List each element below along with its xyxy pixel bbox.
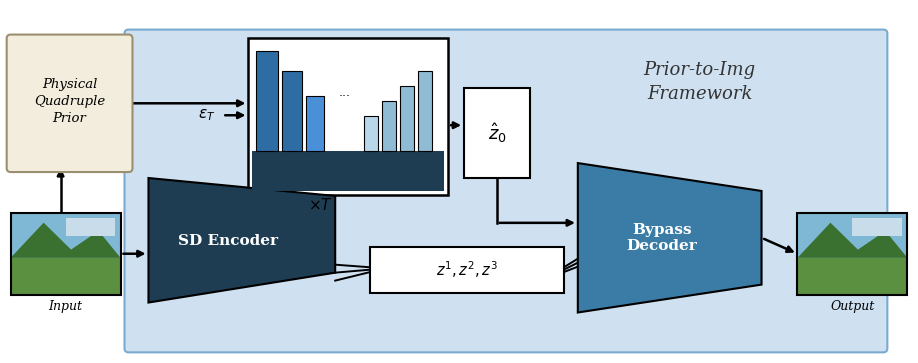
- FancyBboxPatch shape: [307, 96, 324, 151]
- FancyBboxPatch shape: [11, 213, 120, 258]
- FancyBboxPatch shape: [11, 258, 120, 294]
- Text: $\times T$: $\times T$: [308, 197, 332, 213]
- FancyBboxPatch shape: [382, 101, 396, 151]
- Text: Prior-to-Img
Framework: Prior-to-Img Framework: [644, 61, 756, 103]
- Polygon shape: [11, 223, 120, 258]
- FancyBboxPatch shape: [798, 258, 907, 294]
- Polygon shape: [149, 178, 335, 302]
- Text: SD Encoder: SD Encoder: [178, 234, 278, 248]
- Polygon shape: [577, 163, 762, 313]
- Text: Input: Input: [49, 300, 83, 313]
- FancyBboxPatch shape: [282, 72, 302, 151]
- FancyBboxPatch shape: [400, 86, 414, 151]
- FancyBboxPatch shape: [418, 72, 432, 151]
- FancyBboxPatch shape: [252, 151, 444, 191]
- Text: $\hat{z}_0$: $\hat{z}_0$: [487, 121, 507, 145]
- Text: Physical
Quadruple
Prior: Physical Quadruple Prior: [34, 78, 106, 125]
- FancyBboxPatch shape: [125, 29, 888, 352]
- FancyBboxPatch shape: [6, 34, 132, 172]
- Text: Output: Output: [830, 300, 875, 313]
- FancyBboxPatch shape: [256, 52, 278, 151]
- Text: $z^1, z^2, z^3$: $z^1, z^2, z^3$: [436, 259, 498, 280]
- Text: $\epsilon_T$: $\epsilon_T$: [198, 107, 216, 123]
- FancyBboxPatch shape: [370, 247, 564, 293]
- Text: ···: ···: [338, 90, 350, 103]
- Polygon shape: [798, 223, 907, 258]
- Text: Bypass
Decoder: Bypass Decoder: [626, 223, 697, 253]
- FancyBboxPatch shape: [249, 37, 448, 195]
- FancyBboxPatch shape: [853, 218, 901, 236]
- FancyBboxPatch shape: [798, 213, 907, 258]
- FancyBboxPatch shape: [65, 218, 115, 236]
- FancyBboxPatch shape: [364, 116, 378, 151]
- FancyBboxPatch shape: [464, 88, 530, 178]
